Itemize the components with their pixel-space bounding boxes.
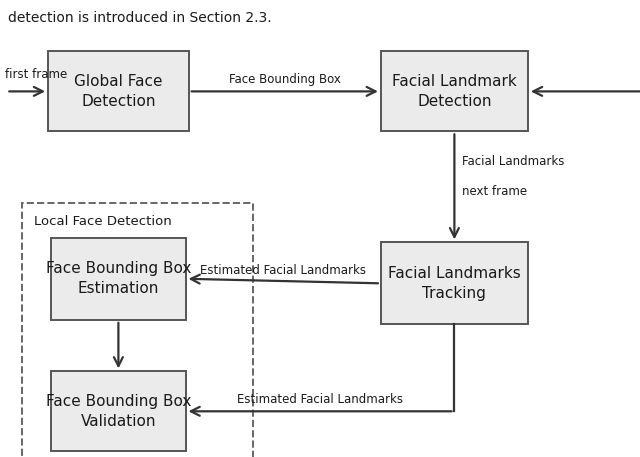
- Text: Face Bounding Box
Validation: Face Bounding Box Validation: [45, 394, 191, 429]
- FancyBboxPatch shape: [381, 242, 528, 324]
- Text: Face Bounding Box
Estimation: Face Bounding Box Estimation: [45, 261, 191, 296]
- Text: Facial Landmarks: Facial Landmarks: [462, 155, 564, 168]
- Text: Global Face
Detection: Global Face Detection: [74, 74, 163, 109]
- Text: next frame: next frame: [462, 185, 527, 198]
- FancyBboxPatch shape: [48, 52, 189, 132]
- Text: Local Face Detection: Local Face Detection: [34, 215, 172, 228]
- Text: Estimated Facial Landmarks: Estimated Facial Landmarks: [237, 393, 403, 406]
- Text: Estimated Facial Landmarks: Estimated Facial Landmarks: [200, 265, 366, 277]
- Text: Facial Landmarks
Tracking: Facial Landmarks Tracking: [388, 266, 521, 301]
- Text: detection is introduced in Section 2.3.: detection is introduced in Section 2.3.: [8, 11, 271, 26]
- Text: first frame: first frame: [5, 69, 67, 81]
- Text: Facial Landmark
Detection: Facial Landmark Detection: [392, 74, 516, 109]
- FancyBboxPatch shape: [51, 371, 186, 452]
- Text: Face Bounding Box: Face Bounding Box: [229, 73, 340, 86]
- FancyBboxPatch shape: [51, 238, 186, 320]
- FancyBboxPatch shape: [381, 52, 528, 132]
